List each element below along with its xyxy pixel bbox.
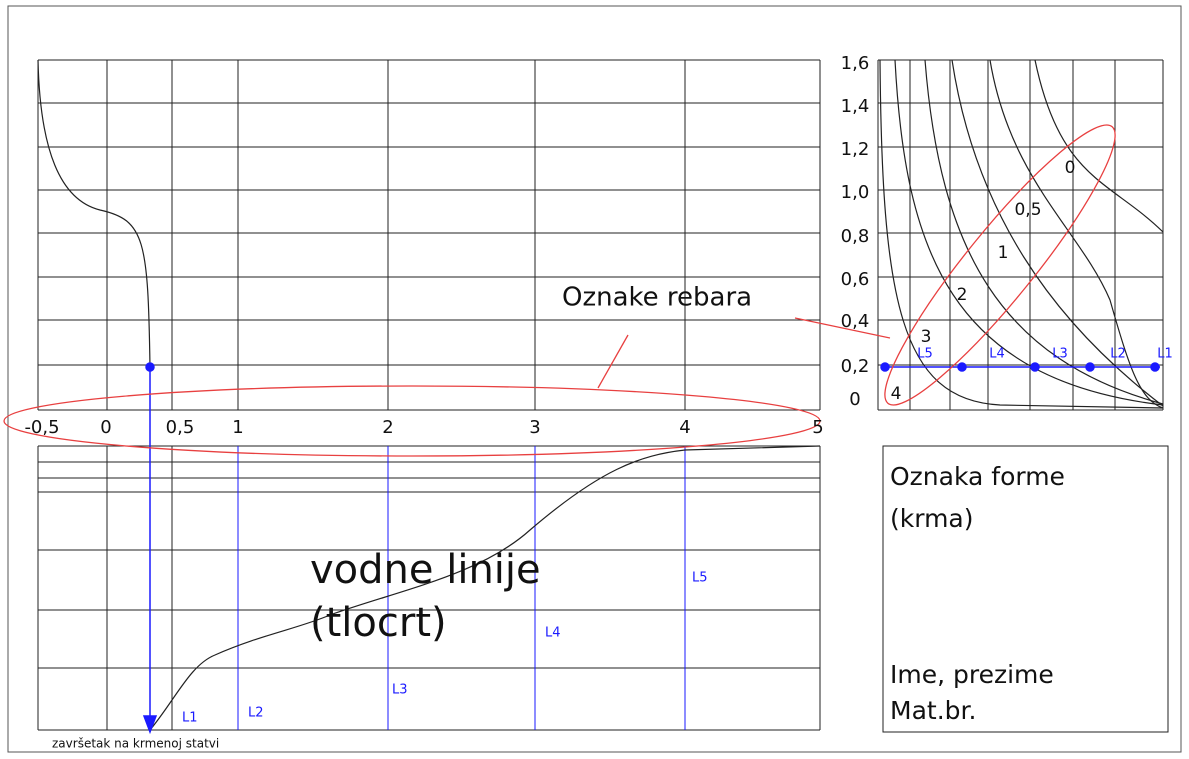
waterline-label: L4 [989, 347, 1005, 362]
callout-text: Oznake rebara [562, 283, 752, 313]
rib-curve [1034, 59, 1164, 233]
y-axis-label: 0 [849, 389, 860, 410]
point [957, 362, 967, 372]
waterline-label: L3 [392, 683, 408, 698]
y-axis-label: 1,2 [841, 139, 870, 160]
leader-line [597, 334, 629, 389]
point [1030, 362, 1040, 372]
x-axis-label: 3 [529, 417, 540, 438]
plan-title: (tlocrt) [310, 600, 447, 646]
x-axis-label: 0,5 [166, 417, 195, 438]
grids [37, 59, 1164, 731]
x-axis-label: 1 [232, 417, 243, 438]
point [1085, 362, 1095, 372]
y-axis-label: 1,0 [841, 182, 870, 203]
callout-ellipse [3, 385, 821, 457]
form-label: Oznaka forme [890, 462, 1065, 491]
rib-curve [924, 59, 1164, 405]
waterline-label: L2 [1110, 347, 1126, 362]
leader-line [794, 317, 891, 339]
rib-curve [879, 59, 1164, 409]
x-axis-label: 5 [812, 417, 823, 438]
x-axis-label: 0 [100, 417, 111, 438]
y-axis-label: 0,6 [841, 269, 870, 290]
waterline-label: L2 [248, 706, 264, 721]
waterline-label: L4 [545, 626, 561, 641]
labels: -0,5 0 0,5 1 2 3 4 5 1,6 1,4 1,2 1,0 0,8 0,6 0,4 0,2 0 0 0… [24, 53, 1172, 751]
callout-ellipse [884, 124, 1116, 406]
form-label: (krma) [890, 504, 974, 533]
waterline-label: L5 [692, 571, 708, 586]
rib-curve [989, 59, 1164, 409]
waterline-label: L5 [917, 347, 933, 362]
x-axis-label: 4 [679, 417, 690, 438]
rib-label: 3 [921, 327, 932, 347]
plan-title: vodne linije [310, 547, 541, 593]
footnote: završetak na krmenoj statvi [52, 737, 219, 751]
point [1150, 362, 1160, 372]
rib-curve [894, 59, 1164, 406]
rib-label: 0 [1065, 158, 1076, 178]
waterline-label: L1 [182, 711, 198, 726]
student-label: Mat.br. [890, 696, 976, 725]
y-axis-label: 1,6 [841, 53, 870, 74]
construction [142, 362, 1160, 735]
rib-label: 2 [957, 285, 968, 305]
student-label: Ime, prezime [890, 660, 1054, 689]
sheet-border [7, 5, 1182, 753]
rib-curve [951, 59, 1164, 407]
y-axis-label: 0,2 [841, 356, 870, 377]
callouts [3, 124, 1116, 457]
rib-label: 0,5 [1014, 200, 1041, 220]
rib-label: 4 [891, 384, 902, 404]
rib-curves [879, 59, 1164, 409]
title-block [882, 445, 1169, 733]
point [145, 362, 155, 372]
y-axis-label: 0,4 [841, 311, 870, 332]
y-axis-label: 1,4 [841, 96, 870, 117]
waterline-label: L3 [1052, 347, 1068, 362]
point [880, 362, 890, 372]
waterline-curve [149, 445, 821, 731]
waterline-label: L1 [1157, 347, 1173, 362]
section-curve [37, 59, 151, 368]
rib-label: 1 [998, 243, 1009, 263]
x-axis-label: -0,5 [24, 417, 59, 438]
x-axis-label: 2 [382, 417, 393, 438]
y-axis-label: 0,8 [841, 226, 870, 247]
arrow-head [142, 715, 158, 735]
